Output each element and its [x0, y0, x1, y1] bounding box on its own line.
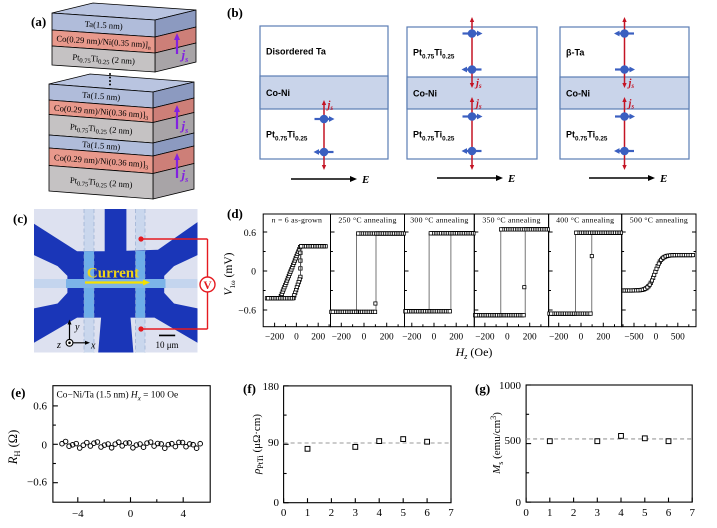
svg-text:1: 1	[305, 507, 311, 519]
svg-text:−0.6: −0.6	[238, 306, 256, 317]
svg-text:0: 0	[274, 497, 280, 509]
svg-text:β-Ta: β-Ta	[566, 48, 585, 58]
svg-text:Ta(1.5 nm): Ta(1.5 nm)	[84, 19, 123, 32]
svg-text:(c): (c)	[13, 211, 27, 226]
svg-text:200: 200	[596, 333, 610, 343]
svg-text:−500: −500	[624, 333, 644, 343]
svg-text:4: 4	[180, 508, 186, 520]
svg-text:(f): (f)	[243, 381, 256, 396]
svg-text:6: 6	[666, 507, 672, 519]
svg-text:10 μm: 10 μm	[155, 340, 178, 350]
svg-text:x: x	[90, 341, 96, 352]
svg-text:3: 3	[353, 507, 359, 519]
svg-text:E: E	[361, 174, 369, 186]
svg-text:E: E	[507, 173, 515, 185]
svg-text:Ms (emu/cm3): Ms (emu/cm3)	[489, 412, 505, 475]
svg-text:V1ω (mV): V1ω (mV)	[223, 252, 237, 295]
svg-text:7: 7	[448, 507, 454, 519]
svg-text:0.6: 0.6	[33, 401, 47, 413]
svg-text:180: 180	[263, 381, 280, 393]
svg-text:0: 0	[579, 333, 584, 343]
svg-text:200: 200	[449, 333, 463, 343]
svg-text:Co-Ni: Co-Ni	[413, 89, 437, 99]
svg-text:0: 0	[251, 267, 256, 278]
svg-text:200: 200	[380, 333, 394, 343]
svg-text:4: 4	[376, 507, 382, 519]
svg-text:90: 90	[268, 437, 280, 449]
svg-text:V: V	[203, 280, 212, 292]
svg-text:0: 0	[516, 497, 522, 509]
svg-text:Ta(1.5 nm): Ta(1.5 nm)	[82, 139, 121, 152]
svg-text:−200: −200	[475, 333, 495, 343]
svg-text:300 °C annealing: 300 °C annealing	[410, 216, 468, 225]
svg-text:js: js	[326, 100, 334, 112]
svg-text:Co-Ni: Co-Ni	[566, 89, 590, 99]
svg-text:−4: −4	[72, 508, 84, 520]
svg-text:js: js	[180, 47, 189, 64]
svg-text:7: 7	[689, 507, 695, 519]
svg-text:ρPtTi (μΩ·cm): ρPtTi (μΩ·cm)	[251, 414, 265, 475]
svg-text:js: js	[180, 118, 189, 135]
svg-text:5: 5	[400, 507, 406, 519]
svg-text:Hz (Oe): Hz (Oe)	[455, 345, 493, 361]
svg-text:js: js	[627, 99, 635, 111]
svg-text:6: 6	[424, 507, 430, 519]
svg-text:500: 500	[505, 435, 522, 447]
svg-text:(g): (g)	[475, 381, 490, 396]
svg-text:0: 0	[523, 507, 529, 519]
svg-text:z: z	[56, 340, 61, 351]
svg-text:350 °C annealing: 350 °C annealing	[482, 216, 540, 225]
svg-text:400 °C annealing: 400 °C annealing	[556, 216, 614, 225]
svg-text:js: js	[180, 167, 189, 184]
svg-text:200: 200	[523, 333, 537, 343]
svg-text:(d): (d)	[227, 206, 243, 221]
svg-text:n = 6 as-grown: n = 6 as-grown	[272, 216, 323, 225]
svg-text:js: js	[627, 78, 635, 90]
svg-text:1: 1	[547, 507, 553, 519]
svg-text:0: 0	[281, 507, 287, 519]
svg-text:RH (Ω): RH (Ω)	[6, 430, 22, 466]
svg-text:js: js	[474, 78, 482, 90]
svg-text:(b): (b)	[227, 5, 243, 20]
svg-text:(e): (e)	[11, 385, 25, 400]
svg-text:y: y	[74, 322, 80, 333]
svg-text:500: 500	[671, 333, 685, 343]
svg-text:0: 0	[362, 333, 367, 343]
svg-text:Disordered Ta: Disordered Ta	[266, 47, 327, 57]
svg-text:Co−Ni/Ta (1.5 nm) Hx = 100 Oe: Co−Ni/Ta (1.5 nm) Hx = 100 Oe	[57, 390, 179, 403]
svg-text:−200: −200	[549, 333, 569, 343]
svg-text:500 °C annealing: 500 °C annealing	[630, 216, 688, 225]
svg-text:4: 4	[618, 507, 624, 519]
svg-text:−200: −200	[402, 333, 422, 343]
svg-text:−0.6: −0.6	[27, 477, 47, 489]
svg-text:Co-Ni: Co-Ni	[266, 88, 290, 98]
svg-text:2: 2	[571, 507, 577, 519]
svg-text:−200: −200	[332, 333, 352, 343]
svg-text:Ta(1.5 nm): Ta(1.5 nm)	[82, 90, 121, 103]
svg-text:0.6: 0.6	[244, 228, 256, 239]
svg-text:0: 0	[505, 333, 510, 343]
svg-text:Current: Current	[87, 266, 139, 282]
svg-text:0: 0	[128, 508, 134, 520]
svg-text:0: 0	[294, 333, 299, 343]
svg-text:1000: 1000	[499, 380, 522, 392]
svg-text:250 °C annealing: 250 °C annealing	[338, 216, 396, 225]
svg-text:E: E	[659, 173, 667, 185]
svg-text:0: 0	[654, 333, 659, 343]
svg-text:−200: −200	[265, 333, 285, 343]
svg-text:js: js	[474, 99, 482, 111]
svg-text:(a): (a)	[31, 14, 46, 29]
svg-text:200: 200	[311, 333, 325, 343]
svg-text:3: 3	[595, 507, 601, 519]
svg-text:0: 0	[432, 333, 437, 343]
svg-text:2: 2	[329, 507, 335, 519]
svg-text:5: 5	[642, 507, 648, 519]
svg-text:0: 0	[42, 439, 48, 451]
